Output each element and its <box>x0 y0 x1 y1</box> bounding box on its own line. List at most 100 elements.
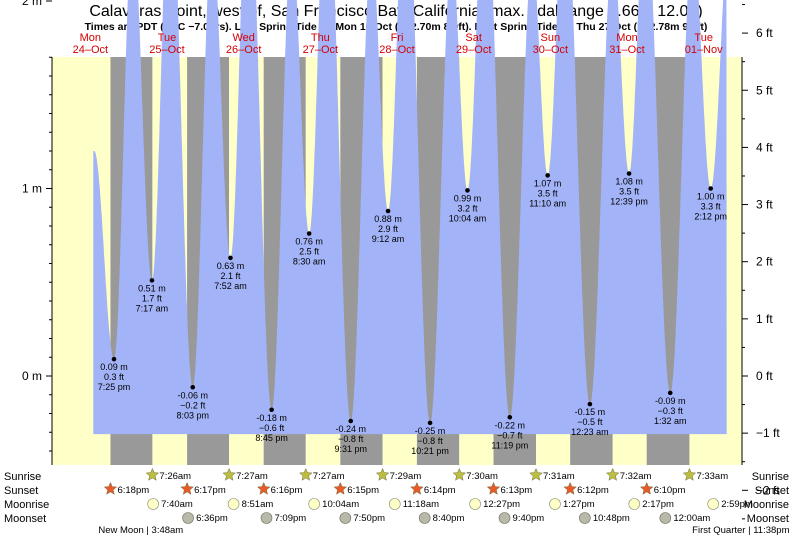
moonrise-icon <box>308 498 320 510</box>
day-labels: Mon24–OctTue25–OctWed26–OctThu27–OctFri2… <box>73 32 724 56</box>
sunset-time: 6:12pm <box>577 485 609 496</box>
tide-label: 8:30 am <box>293 257 326 267</box>
tide-point <box>269 407 274 413</box>
tide-point <box>667 390 673 396</box>
moon-phase-label: New Moon | 3:48am <box>98 525 183 536</box>
tide-point <box>306 231 312 236</box>
tide-label: 9:12 am <box>372 234 405 244</box>
moonrise-icon <box>707 498 719 510</box>
sunrise-icon <box>298 467 313 481</box>
day-date-label: 29–Oct <box>456 44 491 56</box>
day-date-label: 30–Oct <box>533 44 568 56</box>
tide-label: −0.6 ft <box>259 423 285 433</box>
moonrise-icon <box>628 498 641 510</box>
day-name-label: Sun <box>541 32 561 44</box>
day-name-label: Fri <box>391 32 404 44</box>
tide-label: 2.5 ft <box>299 247 320 257</box>
moonset-icon <box>182 512 194 524</box>
sunset-row-label-right: Sunset <box>755 485 789 497</box>
moonset-time: 7:09pm <box>275 513 307 524</box>
day-name-label: Mon <box>80 32 101 44</box>
sunset-time: 6:17pm <box>194 485 226 496</box>
moonrise-row-label-left: Moonrise <box>4 499 49 511</box>
left-tick-label: 2 m <box>22 0 42 8</box>
tide-label: 1:32 am <box>654 416 687 426</box>
tide-labels: 0.09 m0.3 ft7:25 pm1:16 am7.8 ft2.38 m0.… <box>98 171 727 456</box>
sunrise-row-label-right: Sunrise <box>752 471 789 483</box>
sunset-icon <box>103 481 118 495</box>
sunrise-time: 7:31am <box>543 471 575 482</box>
moonrise-time: 2:17pm <box>642 499 674 510</box>
sunset-icon <box>563 481 577 495</box>
sunrise-icon <box>605 467 620 481</box>
moonset-time: 10:48pm <box>593 513 630 524</box>
moonset-time: 6:36pm <box>196 513 228 524</box>
sunset-time: 6:10pm <box>654 485 686 496</box>
tide-point <box>587 401 593 407</box>
tide-label: 11:10 am <box>529 198 566 208</box>
moonrise-time: 7:40am <box>161 499 193 510</box>
right-tick-label: 0 ft <box>756 369 773 383</box>
moonrise-icon <box>549 498 561 510</box>
axes: 0 m1 m2 m3 m−3 ft−2 ft−1 ft0 ft1 ft2 ft3… <box>22 0 780 520</box>
moonset-icon <box>339 512 352 524</box>
tide-label: 0.88 m <box>374 214 402 224</box>
tide-point <box>545 173 550 178</box>
sunset-icon <box>410 481 424 495</box>
sunrise-time: 7:33am <box>696 471 728 482</box>
sunset-time: 6:18pm <box>117 485 149 496</box>
tide-point <box>348 418 354 424</box>
tide-label: 7:25 pm <box>98 382 131 392</box>
sunrise-time: 7:27am <box>313 471 345 482</box>
tide-label: 0.3 ft <box>104 372 125 382</box>
right-tick-label: −1 ft <box>756 426 780 440</box>
tide-label: −0.7 ft <box>497 430 523 440</box>
moonrise-time: 1:27pm <box>563 499 595 510</box>
tide-label: -0.25 m <box>415 426 446 436</box>
tide-label: −0.8 ft <box>338 434 364 444</box>
day-name-label: Tue <box>694 32 713 44</box>
tide-label: -0.22 m <box>495 420 526 430</box>
day-date-label: 25–Oct <box>149 44 184 56</box>
tide-label: 1.07 m <box>534 178 562 188</box>
right-tick-label: 3 ft <box>756 198 773 212</box>
moonrise-time: 12:27pm <box>483 499 520 510</box>
tide-label: 8:03 pm <box>176 410 209 420</box>
tide-label: 1.08 m <box>615 177 643 187</box>
tide-point <box>507 414 513 420</box>
moon-phase-label: First Quarter | 11:38pm <box>692 525 789 536</box>
moonrise-time: 2:59pm <box>721 499 753 510</box>
moonset-time: 9:40pm <box>513 513 545 524</box>
tide-point <box>626 171 632 176</box>
tide-label: 2.1 ft <box>220 271 241 281</box>
day-date-label: 31–Oct <box>609 44 644 56</box>
moonrise-icon <box>147 498 159 510</box>
tide-point <box>708 186 713 191</box>
tide-label: −0.5 ft <box>577 417 603 427</box>
right-tick-label: 5 ft <box>756 83 773 97</box>
moonrise-icon <box>388 498 401 510</box>
sunrise-icon <box>375 467 390 481</box>
tide-label: 11:19 pm <box>491 440 528 450</box>
sunset-time: 6:16pm <box>271 485 303 496</box>
moonrise-time: 10:04am <box>322 499 359 510</box>
tide-label: 9:31 pm <box>334 444 367 454</box>
sunset-time: 6:15pm <box>347 485 379 496</box>
sunrise-icon <box>682 467 697 481</box>
tide-label: -0.24 m <box>335 424 366 434</box>
tide-point <box>149 278 155 283</box>
moonset-icon <box>579 512 591 524</box>
tide-label: −0.2 ft <box>180 400 206 410</box>
sunrise-time: 7:26am <box>159 471 191 482</box>
tide-label: 2.9 ft <box>378 224 399 234</box>
tide-label: 8:45 pm <box>255 433 288 443</box>
moonset-time: 7:50pm <box>353 513 385 524</box>
day-name-label: Thu <box>311 32 330 44</box>
sunrise-time: 7:30am <box>466 471 498 482</box>
sunset-icon <box>486 481 501 495</box>
tide-label: 3.3 ft <box>701 202 722 212</box>
tide-label: 1.7 ft <box>142 293 163 303</box>
tide-label: −0.8 ft <box>417 436 443 446</box>
